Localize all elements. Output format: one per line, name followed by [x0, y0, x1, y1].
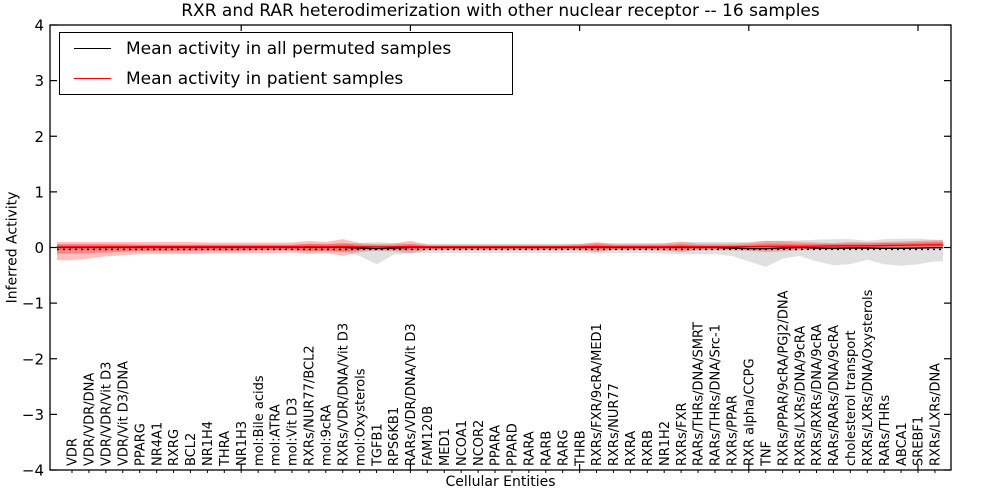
x-tick-label: mol:Oxysterols	[353, 368, 368, 466]
gray-band	[57, 238, 943, 267]
y-tick-label: 1	[34, 183, 44, 201]
y-tick-label: 0	[34, 239, 44, 257]
x-tick-label: MED1	[438, 428, 453, 466]
x-tick-label: RARB	[539, 431, 554, 466]
x-tick-label: mol:9cRA	[320, 404, 335, 466]
y-axis-label: Inferred Activity	[4, 191, 21, 304]
x-tick-label: THRA	[218, 431, 233, 467]
x-tick-label: RXRs/LXRs/DNA/Oxysterols	[861, 289, 876, 466]
x-tick-label: SREBF1	[912, 416, 927, 466]
x-tick-label: RXRs/RXRs/DNA/9cRA	[810, 324, 825, 466]
legend-label-permuted: Mean activity in all permuted samples	[126, 38, 452, 59]
red-outer-band	[57, 239, 943, 261]
y-tick-label: −4	[22, 462, 44, 480]
x-tick-label: NR1H3	[235, 421, 250, 466]
chart-title: RXR and RAR heterodimerization with othe…	[181, 1, 820, 21]
y-tick-label: 2	[34, 128, 44, 146]
x-tick-label: RARs/THRs	[878, 395, 893, 466]
y-tick-label: −3	[22, 406, 44, 424]
mean-permuted-line	[57, 246, 943, 250]
x-tick-label: mol:Vit D3	[286, 398, 301, 466]
x-tick-label: RARA	[523, 431, 538, 466]
x-tick-label: RXRA	[624, 431, 639, 466]
x-tick-label: mol:Bile acids	[252, 375, 267, 466]
x-tick-label: RXRs/NUR77/BCL2	[303, 345, 318, 466]
x-tick-label: RARG	[556, 429, 571, 466]
x-tick-label: RXRs/VDR/DNA/Vit D3	[336, 323, 351, 466]
x-tick-label: RXRs/FXR	[675, 402, 690, 466]
x-tick-label: PPARD	[506, 423, 521, 466]
x-tick-label: FAM120B	[421, 406, 436, 466]
x-tick-label: cholesterol transport	[844, 330, 859, 466]
x-tick-label: RARs/THRs/DNA/SMRT	[692, 322, 707, 466]
y-tick-label: −2	[22, 350, 44, 368]
x-tick-label: NR4A1	[150, 422, 165, 466]
x-axis-label: Cellular Entities	[445, 474, 556, 490]
x-tick-label: RXRG	[167, 429, 182, 466]
legend: Mean activity in all permuted samples Me…	[59, 32, 513, 95]
y-tick-label: 3	[34, 72, 44, 90]
x-tick-label: VDR	[66, 438, 81, 466]
x-tick-label: RXRs/PPAR	[726, 395, 741, 466]
x-tick-label: NCOA1	[455, 420, 470, 466]
legend-item-permuted: Mean activity in all permuted samples	[60, 34, 512, 63]
x-tick-label: RARs/THRs/DNA/Src-1	[709, 324, 724, 466]
x-tick-label: TGFB1	[370, 423, 385, 467]
x-tick-label: RXRs/LXRs/DNA/9cRA	[793, 326, 808, 466]
x-tick-label: RXRs/FXR/9cRA/MED1	[590, 323, 605, 466]
x-tick-label: THRB	[573, 430, 588, 467]
x-tick-label: TNF	[759, 441, 774, 467]
y-tick-label: 4	[34, 17, 44, 35]
legend-item-patient: Mean activity in patient samples	[60, 64, 512, 93]
mean-patient-line	[57, 244, 943, 248]
legend-label-patient: Mean activity in patient samples	[126, 68, 404, 89]
x-tick-label: NR1H4	[201, 421, 216, 466]
x-tick-label: VDR/Vit D3/DNA	[116, 361, 131, 466]
x-tick-label: ABCA1	[895, 422, 910, 466]
x-tick-label: PPARA	[489, 425, 504, 466]
x-tick-label: RPS6KB1	[387, 407, 402, 466]
x-tick-label: mol:ATRA	[269, 404, 284, 466]
permuted-line-swatch	[74, 48, 111, 49]
x-tick-label: NCOR2	[472, 420, 487, 466]
x-tick-label: RXR alpha/CCPG	[743, 358, 758, 466]
x-tick-label: PPARG	[133, 423, 148, 466]
x-tick-label: RXRB	[641, 430, 656, 466]
x-tick-label: RXRs/LXRs/DNA	[929, 363, 944, 466]
x-tick-label: RXRs/NUR77	[607, 383, 622, 466]
y-tick-label: −1	[22, 295, 44, 313]
patient-line-swatch	[74, 78, 111, 79]
x-tick-label: RARs/VDR/DNA/Vit D3	[404, 323, 419, 466]
x-tick-label: NR1H2	[658, 421, 673, 466]
x-tick-label: RXRs/PPAR/9cRA/PGJ2/DNA	[776, 290, 791, 466]
x-tick-label: VDR/VDR/Vit D3	[100, 362, 115, 466]
x-tick-label: BCL2	[184, 433, 199, 466]
x-tick-label: RARs/RARs/DNA/9cRA	[827, 325, 842, 466]
x-tick-label: VDR/VDR/DNA	[83, 373, 98, 466]
